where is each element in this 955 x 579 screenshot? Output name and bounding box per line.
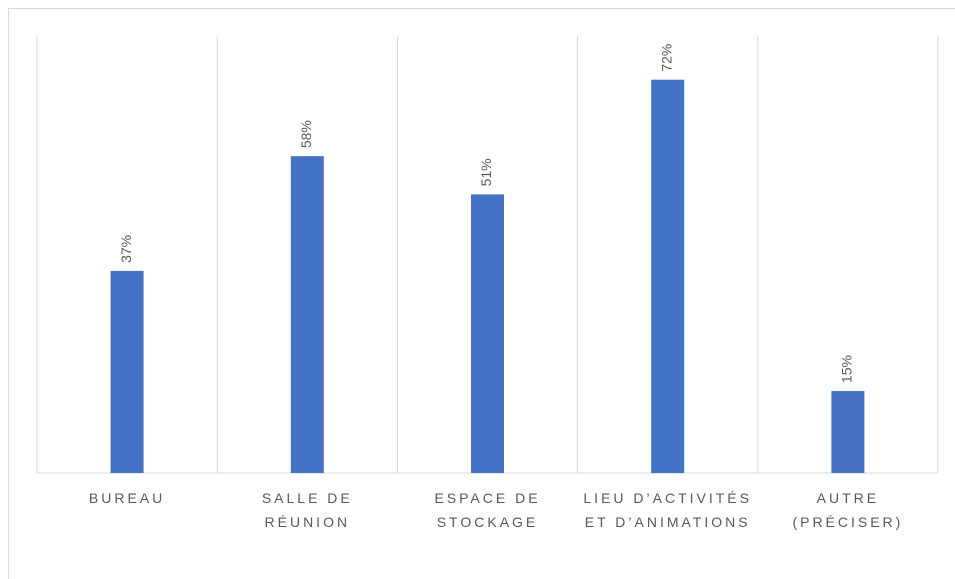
data-label: 15% — [839, 355, 855, 383]
data-label: 51% — [478, 158, 494, 186]
bar — [651, 79, 685, 473]
bar — [110, 270, 144, 473]
bar — [471, 194, 504, 473]
x-tick-label: AUTRE (PRÉCISER) — [792, 490, 904, 530]
data-label: 58% — [298, 120, 314, 148]
x-tick-label: ESPACE DE STOCKAGE — [434, 490, 541, 530]
chart-border — [8, 8, 955, 579]
x-tick-label: SALLE DE RÉUNION — [261, 490, 353, 530]
data-label: 37% — [118, 235, 134, 263]
bar — [831, 391, 865, 473]
x-tick-label: LIEU D’ACTIVITÉS ET D’ANIMATIONS — [583, 490, 752, 530]
bar — [290, 156, 324, 474]
x-tick-label: BUREAU — [88, 490, 166, 506]
data-label: 72% — [658, 44, 674, 72]
